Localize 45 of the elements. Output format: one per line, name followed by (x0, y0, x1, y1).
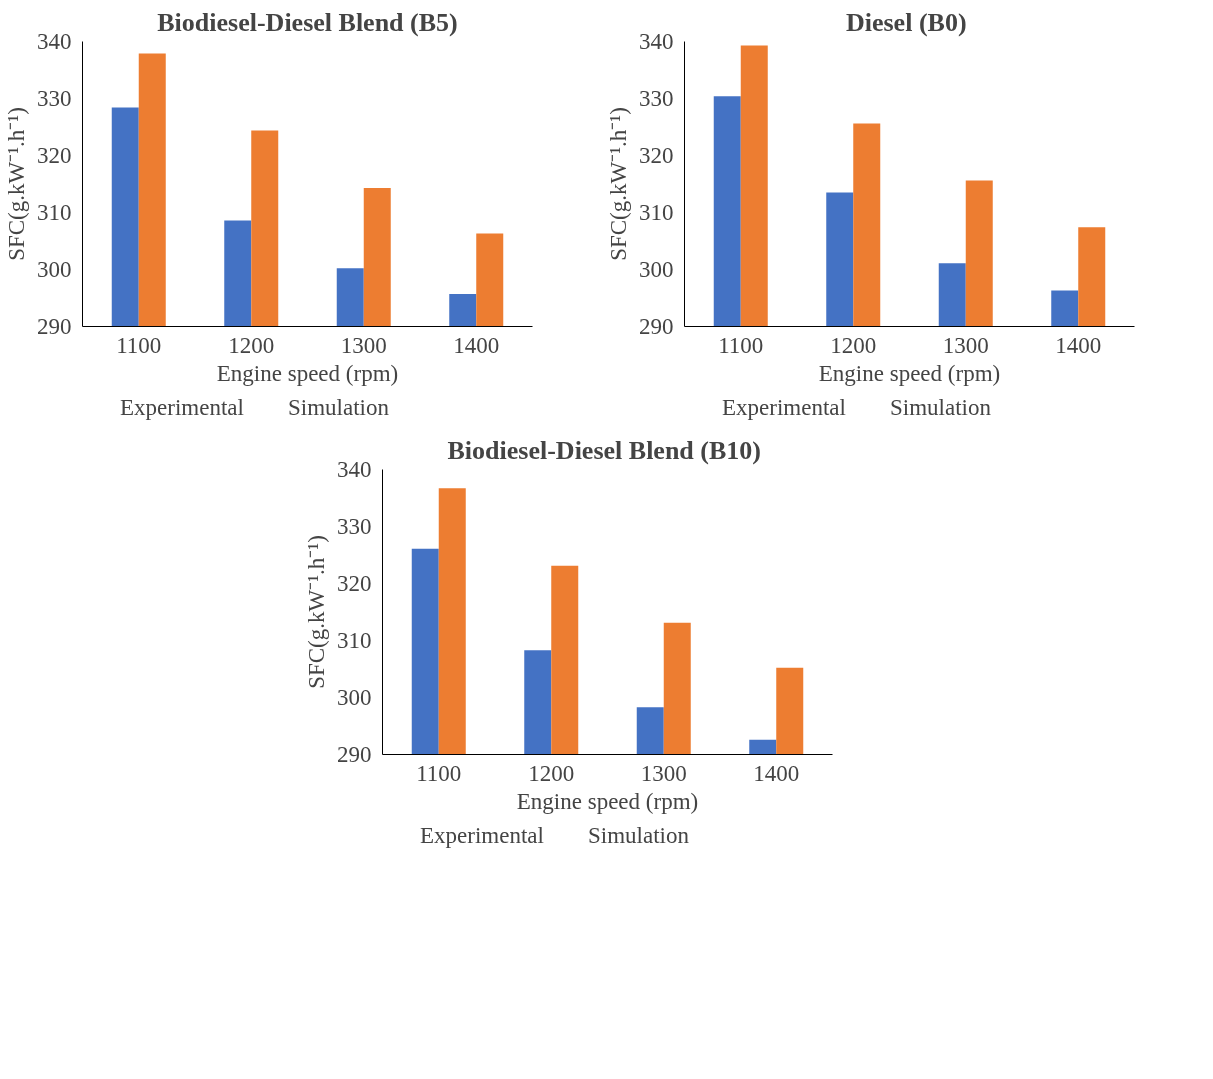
y-tick-label: 330 (37, 86, 72, 111)
x-tick-label: 1300 (942, 332, 989, 358)
y-tick-label: 320 (639, 143, 674, 168)
y-tick-label: 340 (37, 29, 72, 54)
text: Experimental (722, 395, 846, 421)
y-tick-label: 310 (337, 628, 372, 653)
text: Simulation (889, 395, 991, 421)
x-tick-label: 1100 (116, 332, 162, 358)
y-tick-label: 300 (337, 685, 372, 710)
x-axis-title: Engine speed (rpm) (216, 360, 399, 386)
y-axis-title: SFC(g.kW⁻¹.h⁻¹) (606, 107, 631, 261)
y-tick-label: 290 (337, 742, 372, 767)
chart-title: Biodiesel-Diesel Blend (B5) (157, 7, 458, 37)
x-tick-label: 1200 (528, 760, 575, 786)
x-tick-label: 1100 (718, 332, 764, 358)
x-tick-label: 1300 (340, 332, 387, 358)
x-axis-title: Engine speed (rpm) (516, 788, 699, 814)
y-tick-label: 290 (639, 314, 674, 339)
y-tick-label: 290 (37, 314, 72, 339)
y-tick-label: 310 (37, 200, 72, 225)
y-tick-label: 310 (639, 200, 674, 225)
x-tick-label: 1400 (753, 760, 800, 786)
x-tick-label: 1400 (453, 332, 500, 358)
y-axis-title: SFC(g.kW⁻¹.h⁻¹) (4, 107, 29, 261)
y-axis-title: SFC(g.kW⁻¹.h⁻¹) (304, 535, 329, 689)
x-axis-title: Engine speed (rpm) (818, 360, 1001, 386)
text: Experimental (120, 395, 244, 421)
chart-title: Biodiesel-Diesel Blend (B10) (447, 435, 761, 465)
y-tick-label: 340 (337, 457, 372, 482)
x-tick-label: 1100 (416, 760, 462, 786)
y-tick-label: 330 (337, 514, 372, 539)
x-tick-label: 1400 (1055, 332, 1102, 358)
chart-title: Diesel (B0) (845, 7, 967, 37)
x-tick-label: 1200 (228, 332, 275, 358)
x-tick-label: 1200 (830, 332, 877, 358)
text: Experimental (420, 823, 544, 849)
x-tick-label: 1300 (640, 760, 687, 786)
y-tick-label: 320 (337, 571, 372, 596)
y-tick-label: 340 (639, 29, 674, 54)
y-tick-label: 320 (37, 143, 72, 168)
y-tick-label: 330 (639, 86, 674, 111)
text: Simulation (287, 395, 389, 421)
text: Simulation (587, 823, 689, 849)
y-tick-label: 300 (37, 257, 72, 282)
y-tick-label: 300 (639, 257, 674, 282)
